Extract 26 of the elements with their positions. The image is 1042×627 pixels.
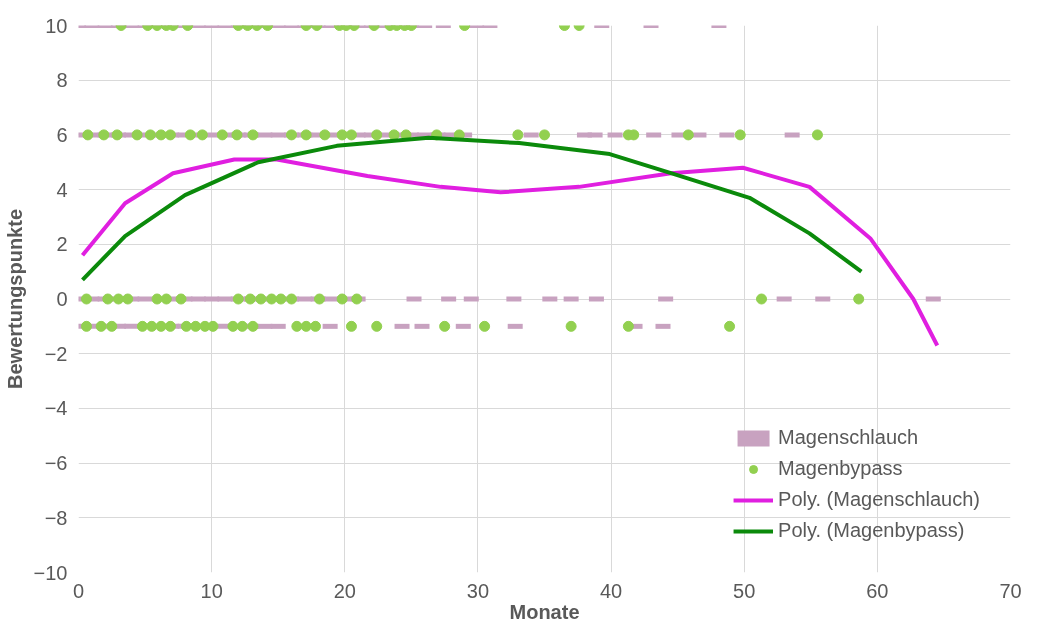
y-tick-label: 2 [56, 233, 68, 256]
y-tick-label: 0 [56, 288, 68, 310]
y-tick-label: −8 [44, 506, 68, 529]
x-tick-label: 60 [866, 579, 889, 602]
legend-label: Magenschlauch [778, 426, 919, 449]
x-tick-label: 30 [466, 579, 490, 602]
y-tick-label: −10 [33, 561, 68, 584]
legend-label: Magenbypass [778, 457, 903, 480]
x-tick-label: 70 [999, 579, 1022, 602]
x-tick-label: 20 [333, 579, 356, 602]
legend-label: Poly. (Magenbypass) [778, 519, 965, 542]
y-axis-title: Bewertungspunkte [3, 208, 26, 390]
y-tick-label: 8 [56, 69, 68, 92]
legend-label: Poly. (Magenschlauch) [778, 488, 980, 511]
x-tick-label: 50 [733, 579, 756, 602]
line-series [80, 157, 940, 348]
x-axis-title: Monate [509, 600, 580, 623]
x-tick-label: 40 [599, 579, 623, 602]
x-tick-label: 0 [72, 579, 85, 602]
y-tick-label: 6 [56, 123, 68, 146]
y-tick-label: −4 [44, 397, 68, 420]
y-tick-label: −6 [44, 452, 68, 475]
y-tick-label: 4 [56, 178, 68, 201]
y-tick-label: 10 [45, 14, 68, 37]
x-tick-label: 10 [200, 579, 223, 602]
y-tick-label: −2 [44, 342, 68, 365]
